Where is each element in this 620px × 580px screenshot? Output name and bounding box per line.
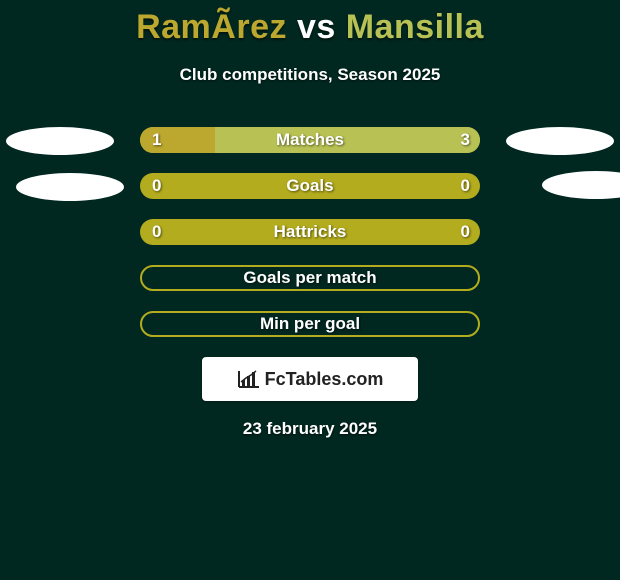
subtitle: Club competitions, Season 2025	[0, 65, 620, 85]
stat-row: Min per goal	[0, 311, 620, 337]
player2-name: Mansilla	[346, 8, 484, 46]
vs-text: vs	[297, 8, 336, 46]
stat-label: Min per goal	[140, 311, 480, 337]
comparison-infographic: RamÃ­rez vs Mansilla Club competitions, …	[0, 0, 620, 439]
fctables-logo: FcTables.com	[202, 357, 418, 401]
stat-label: Goals	[140, 173, 480, 199]
page-title: RamÃ­rez vs Mansilla	[0, 8, 620, 47]
player1-name: RamÃ­rez	[136, 8, 287, 46]
team-oval-left	[16, 173, 124, 201]
logo-text: FcTables.com	[265, 369, 384, 390]
date-text: 23 february 2025	[0, 419, 620, 439]
team-oval-right	[506, 127, 614, 155]
team-oval-left	[6, 127, 114, 155]
stat-row: 00Goals	[0, 173, 620, 199]
stat-row: Goals per match	[0, 265, 620, 291]
stat-row: 00Hattricks	[0, 219, 620, 245]
stats-rows: 13Matches 00Goals 00Hattricks Goals per mat…	[0, 127, 620, 337]
stat-label: Matches	[140, 127, 480, 153]
team-oval-right	[542, 171, 620, 199]
stat-label: Hattricks	[140, 219, 480, 245]
stat-label: Goals per match	[140, 265, 480, 291]
bar-chart-icon	[237, 369, 261, 389]
stat-row: 13Matches	[0, 127, 620, 153]
